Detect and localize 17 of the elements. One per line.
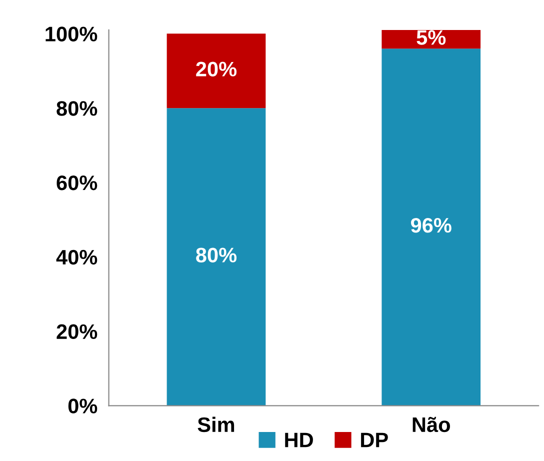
x-tick-label: Sim bbox=[198, 416, 234, 432]
data-label: 20% bbox=[196, 62, 237, 76]
bar bbox=[166, 34, 266, 108]
y-tick-label: 100% bbox=[46, 26, 98, 42]
y-tick-label: 80% bbox=[56, 101, 98, 116]
y-tick-label: 20% bbox=[56, 324, 98, 340]
data-label: 5% bbox=[416, 30, 446, 45]
y-tick-label: 40% bbox=[56, 250, 98, 265]
legend-label: DP bbox=[361, 432, 388, 448]
data-label: 96% bbox=[410, 218, 452, 233]
y-tick-label: 0% bbox=[68, 398, 98, 414]
legend-label: HD bbox=[285, 432, 313, 448]
y-tick-label: 60% bbox=[56, 175, 98, 190]
data-label: 80% bbox=[196, 248, 237, 262]
bar bbox=[166, 108, 266, 406]
x-tick-label: Não bbox=[412, 416, 450, 432]
bar bbox=[382, 48, 481, 406]
